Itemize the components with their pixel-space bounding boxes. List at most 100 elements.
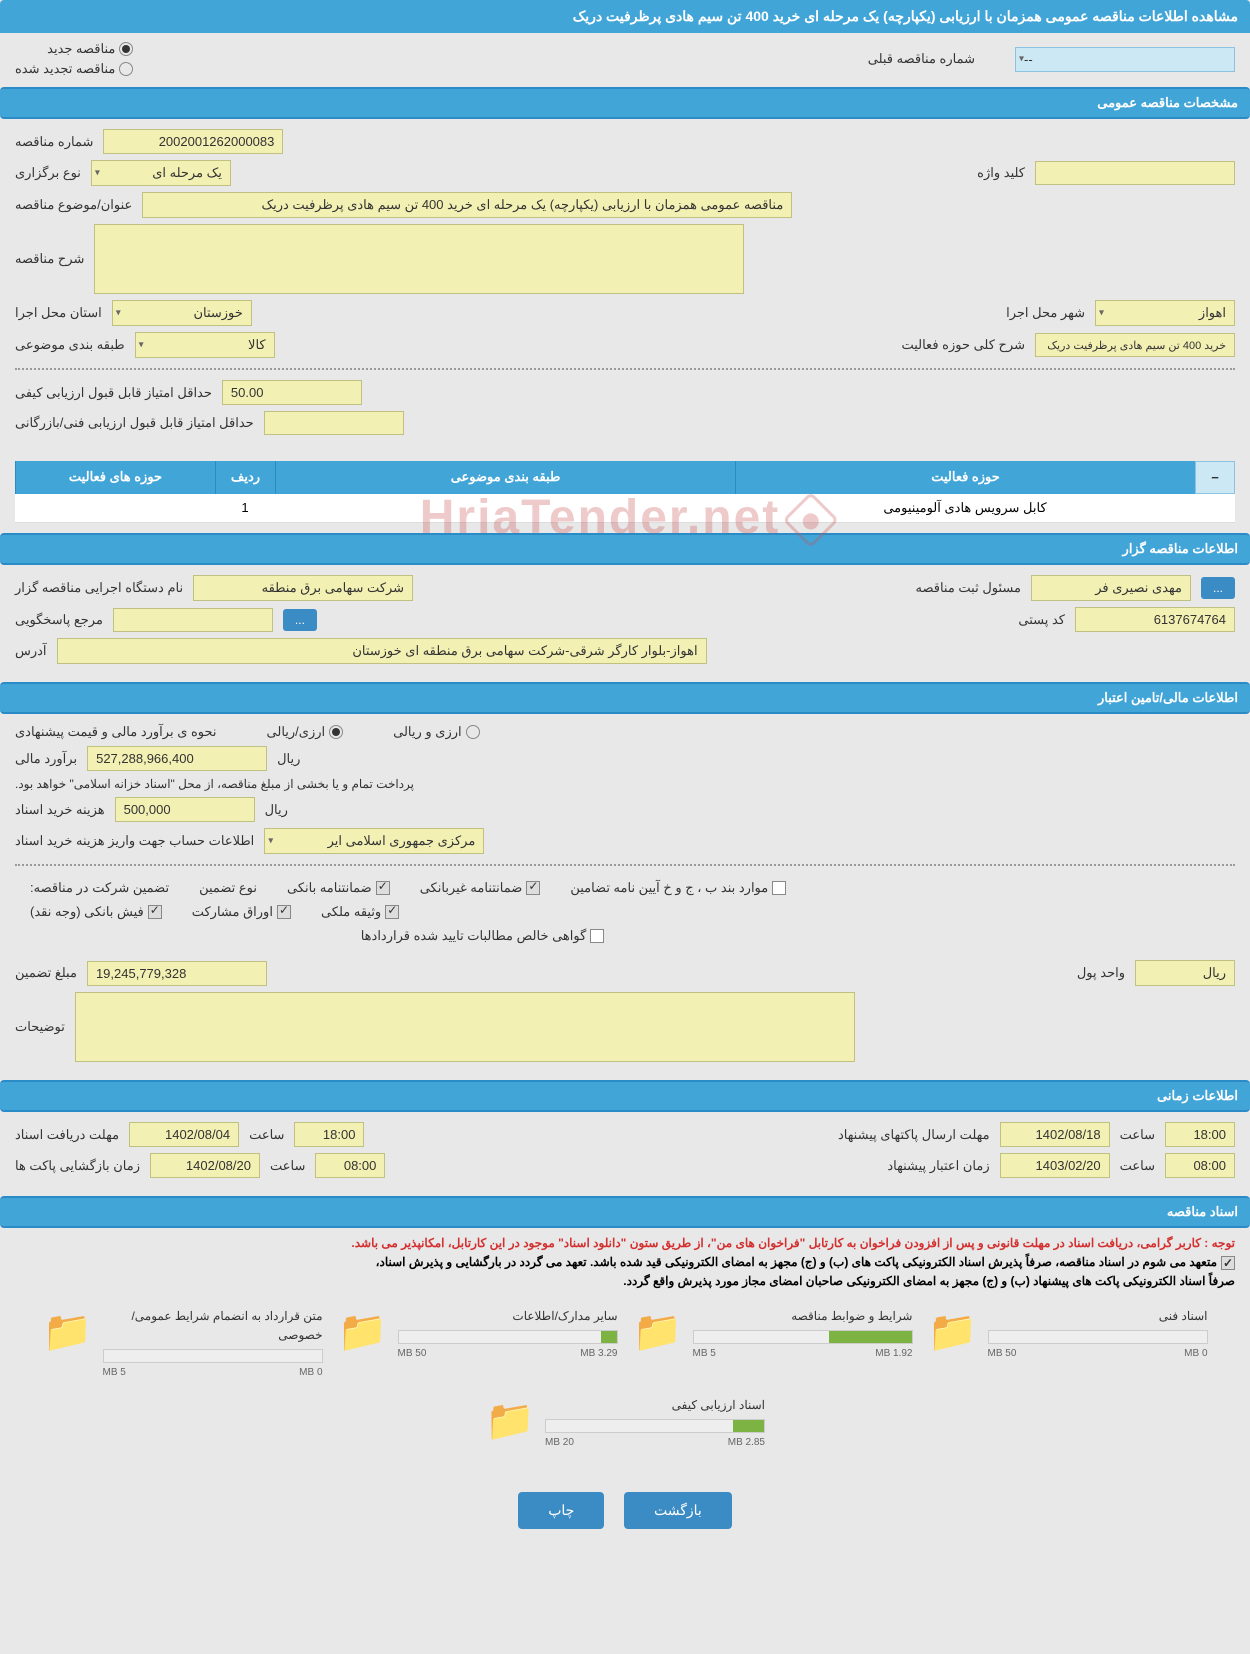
province-label: استان محل اجرا — [15, 305, 102, 321]
doc-item[interactable]: اسناد فنی 0 MB50 MB 📁 — [928, 1307, 1208, 1381]
tender-number-label: شماره مناقصه — [15, 134, 93, 150]
desc-field[interactable] — [94, 224, 744, 294]
chevron-down-icon: ▾ — [268, 836, 273, 847]
chevron-down-icon: ▾ — [139, 340, 144, 351]
exec-label: نام دستگاه اجرایی مناقصه گزار — [15, 580, 183, 596]
doc-title: متن قرارداد به انضمام شرایط عمومی/خصوصی — [103, 1307, 323, 1345]
accountability-label: مرجع پاسخگویی — [15, 612, 103, 628]
prev-tender-label: شماره مناقصه قبلی — [868, 51, 975, 67]
accountability-lookup-button[interactable]: ... — [283, 609, 317, 631]
radio-icon — [119, 42, 133, 56]
scope-field: خرید 400 تن سیم هادی پرظرفیت دریک — [1035, 333, 1235, 357]
folder-icon: 📁 — [485, 1396, 535, 1446]
index-cell: 1 — [215, 494, 275, 522]
tender-number-field: 2002001262000083 — [103, 129, 283, 154]
folder-icon: 📁 — [338, 1307, 388, 1357]
category-select[interactable]: کالا ▾ — [135, 332, 275, 358]
city-select[interactable]: اهواز ▾ — [1095, 300, 1235, 326]
doc-title: شرایط و ضوابط مناقصه — [693, 1307, 913, 1326]
doc-max: 50 MB — [988, 1346, 1017, 1362]
account-label: اطلاعات حساب جهت واریز هزینه خرید اسناد — [15, 833, 254, 849]
validity-time: 08:00 — [1165, 1153, 1235, 1178]
divider — [15, 368, 1235, 370]
category-label: طبقه بندی موضوعی — [15, 337, 125, 353]
divider — [15, 864, 1235, 866]
guarantee-row-2: وثیقه ملکی اوراق مشارکت فیش بانکی (وجه ن… — [15, 900, 1235, 924]
radio-new-tender[interactable]: مناقصه جدید — [15, 41, 133, 57]
keyword-field[interactable] — [1035, 161, 1235, 185]
doc-item[interactable]: متن قرارداد به انضمام شرایط عمومی/خصوصی … — [43, 1307, 323, 1381]
exec-field: شرکت سهامی برق منطقه — [193, 575, 413, 601]
chk-bank[interactable]: ضمانتنامه بانکی — [287, 880, 390, 896]
category-value: کالا — [135, 332, 275, 358]
section-financial-body: ارزی و ریالی ارزی/ریالی نحوه ی برآورد ما… — [0, 714, 1250, 1078]
doc-item[interactable]: اسناد ارزیابی کیفی 2.85 MB 20 MB 📁 — [485, 1396, 765, 1451]
doc-bar-fill — [829, 1331, 912, 1343]
min-quality-field: 50.00 — [222, 380, 362, 405]
desc-label: شرح مناقصه — [15, 251, 84, 267]
radio-rial-label: ارزی/ریالی — [267, 724, 326, 740]
tender-status-row: -- ▾ شماره مناقصه قبلی مناقصه جدید مناقص… — [0, 33, 1250, 85]
tender-type-select[interactable]: یک مرحله ای ▾ — [91, 160, 231, 186]
chevron-down-icon: ▾ — [116, 308, 121, 319]
prev-tender-select[interactable]: -- ▾ — [1015, 47, 1235, 72]
radio-currency-both[interactable]: ارزی و ریالی — [393, 724, 480, 740]
province-select[interactable]: خوزستان ▾ — [112, 300, 252, 326]
registrar-lookup-button[interactable]: ... — [1201, 577, 1235, 599]
tender-type-label: نوع برگزاری — [15, 165, 81, 181]
doc-max: 5 MB — [693, 1346, 716, 1362]
keyword-label: کلید واژه — [977, 165, 1025, 181]
receive-time: 18:00 — [294, 1122, 364, 1147]
doc-used: 0 MB — [299, 1365, 322, 1381]
doc-fee-field: 500,000 — [115, 797, 255, 822]
time-label: ساعت — [1120, 1127, 1155, 1143]
open-time: 08:00 — [315, 1153, 385, 1178]
doc-title: اسناد ارزیابی کیفی — [545, 1396, 765, 1415]
doc-title: اسناد فنی — [988, 1307, 1208, 1326]
back-button[interactable]: بازگشت — [624, 1492, 732, 1529]
chk-nonbank[interactable]: ضمانتنامه غیربانکی — [420, 880, 541, 896]
folder-icon: 📁 — [43, 1307, 93, 1357]
chk-bonds[interactable]: اوراق مشارکت — [192, 904, 291, 920]
currency-unit-label: واحد پول — [1077, 965, 1125, 981]
account-value: مرکزی جمهوری اسلامی ایر — [264, 828, 484, 854]
rial-label-2: ریال — [265, 802, 288, 818]
time-label: ساعت — [249, 1127, 284, 1143]
chk-property[interactable]: وثیقه ملکی — [321, 904, 399, 920]
scope-label: شرح کلی حوزه فعالیت — [901, 337, 1025, 353]
chk-net[interactable]: گواهی خالص مطالبات تایید شده قراردادها — [361, 928, 605, 944]
doc-bar-fill — [733, 1420, 764, 1432]
subject-field: مناقصه عمومی همزمان با ارزیابی (یکپارچه)… — [142, 192, 792, 218]
send-date: 1402/08/18 — [1000, 1122, 1110, 1147]
section-general-body: 2002001262000083 شماره مناقصه کلید واژه … — [0, 119, 1250, 451]
collapse-icon[interactable]: − — [1195, 461, 1235, 494]
activity-header-title: حوزه های فعالیت — [15, 461, 215, 494]
chevron-down-icon: ▾ — [1019, 54, 1024, 65]
doc-used: 1.92 MB — [875, 1346, 912, 1362]
footer-buttons: بازگشت چاپ — [0, 1472, 1250, 1549]
section-general-header: مشخصات مناقصه عمومی — [0, 87, 1250, 119]
currency-unit-field: ریال — [1135, 960, 1235, 986]
radio-renewed-tender[interactable]: مناقصه تجدید شده — [15, 61, 133, 77]
time-label: ساعت — [1120, 1158, 1155, 1174]
receive-date: 1402/08/04 — [129, 1122, 239, 1147]
chk-receipt[interactable]: فیش بانکی (وجه نقد) — [30, 904, 162, 920]
print-button[interactable]: چاپ — [518, 1492, 604, 1529]
col-row: ردیف — [215, 461, 275, 494]
address-field: اهواز-بلوار کارگر شرقی-شرکت سهامی برق من… — [57, 638, 707, 664]
notes-field[interactable] — [75, 992, 855, 1062]
city-label: شهر محل اجرا — [1006, 305, 1085, 321]
account-select[interactable]: مرکزی جمهوری اسلامی ایر ▾ — [264, 828, 484, 854]
radio-rial[interactable]: ارزی/ریالی — [267, 724, 344, 740]
chevron-down-icon: ▾ — [1099, 308, 1104, 319]
col-scope: حوزه فعالیت — [735, 461, 1195, 494]
doc-used: 2.85 MB — [728, 1435, 765, 1451]
registrar-label: مسئول ثبت مناقصه — [916, 580, 1021, 596]
doc-item[interactable]: شرایط و ضوابط مناقصه 1.92 MB5 MB 📁 — [633, 1307, 913, 1381]
guarantee-amount-label: مبلغ تضمین — [15, 965, 77, 981]
open-label: زمان بازگشایی پاکت ها — [15, 1158, 140, 1174]
doc-max: 20 MB — [545, 1435, 574, 1451]
radio-new-label: مناقصه جدید — [47, 41, 115, 57]
chk-bond[interactable]: موارد بند ب ، ج و خ آیین نامه تضامین — [570, 880, 786, 896]
doc-item[interactable]: سایر مدارک/اطلاعات 3.29 MB50 MB 📁 — [338, 1307, 618, 1381]
